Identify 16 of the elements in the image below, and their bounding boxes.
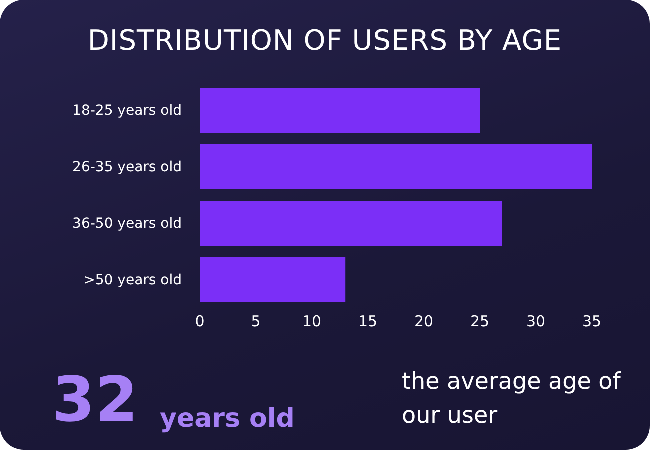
x-tick-label: 10 xyxy=(302,312,322,331)
text: the average age of our user xyxy=(402,368,622,431)
x-tick-label: 15 xyxy=(358,312,378,331)
y-tick-label: 26-35 years old xyxy=(72,160,182,176)
x-tick-label: 30 xyxy=(526,312,546,331)
y-tick-label: >50 years old xyxy=(84,272,182,289)
x-tick-label: 35 xyxy=(582,312,602,331)
chart-title: DISTRIBUTION OF USERS BY AGE xyxy=(86,24,564,57)
y-tick-label: 18-25 years old xyxy=(72,103,182,120)
text: years old xyxy=(160,404,295,434)
x-tick-label: 0 xyxy=(195,312,205,331)
text: 32 xyxy=(52,363,138,436)
x-tick-label: 5 xyxy=(251,312,261,331)
y-tick-label: 36-50 years old xyxy=(72,216,182,232)
x-tick-label: 25 xyxy=(470,312,490,331)
x-tick-label: 20 xyxy=(414,312,434,331)
